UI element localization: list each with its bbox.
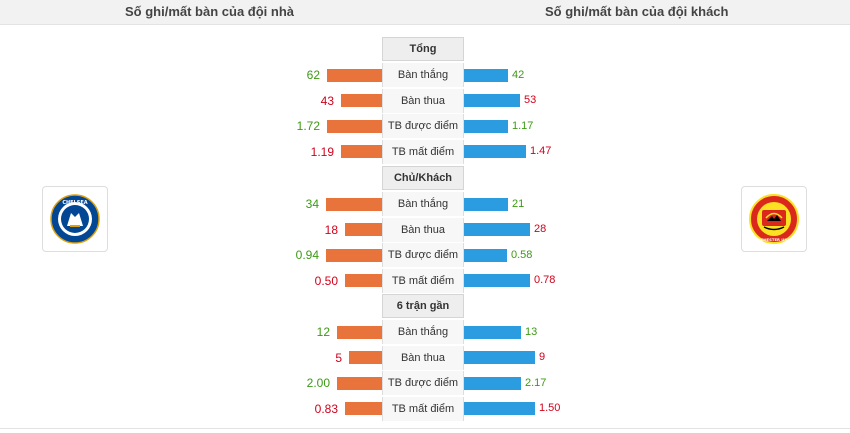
footer-divider xyxy=(0,428,850,429)
home-bar xyxy=(341,145,382,159)
away-bar xyxy=(464,274,530,288)
away-value: 0.58 xyxy=(511,248,533,261)
home-value: 0.50 xyxy=(314,273,338,288)
away-value: 53 xyxy=(524,94,537,107)
stat-label: Bàn thua xyxy=(382,88,464,113)
away-value: 1.50 xyxy=(539,402,561,415)
stat-label: TB mất điểm xyxy=(382,139,464,164)
stat-label: TB mất điểm xyxy=(382,396,464,421)
home-bar xyxy=(327,68,382,82)
away-value: 2.17 xyxy=(525,376,547,389)
home-bar xyxy=(337,376,382,390)
away-value: 1.47 xyxy=(530,145,552,158)
manchester-united-crest-icon: MANCHESTER UNITED xyxy=(749,194,799,244)
home-value: 2.00 xyxy=(306,376,330,391)
away-bar xyxy=(464,119,508,133)
away-value: 28 xyxy=(534,223,547,236)
section-header: Tổng xyxy=(382,37,464,61)
away-bar xyxy=(464,376,521,390)
away-bar xyxy=(464,68,508,82)
home-value: 62 xyxy=(306,68,320,82)
home-value: 0.83 xyxy=(314,401,338,416)
away-team-title: Số ghi/mất bàn của đội khách xyxy=(545,4,729,19)
away-bar xyxy=(464,402,535,416)
away-bar xyxy=(464,197,508,211)
home-value: 1.19 xyxy=(310,144,334,159)
away-value: 21 xyxy=(512,197,525,210)
stat-label: TB mất điểm xyxy=(382,268,464,293)
home-bar xyxy=(345,402,382,416)
home-value: 1.72 xyxy=(296,119,320,134)
home-bar xyxy=(341,94,382,108)
stat-label: TB được điểm xyxy=(382,243,464,268)
stat-label: Bàn thắng xyxy=(382,320,464,344)
home-bar xyxy=(326,248,382,262)
home-team-logo[interactable]: CHELSEA xyxy=(42,186,108,252)
stat-label: TB được điểm xyxy=(382,371,464,396)
away-value: 1.17 xyxy=(512,119,534,132)
home-crest-text: CHELSEA xyxy=(62,200,87,206)
away-bar xyxy=(464,325,521,339)
home-bar xyxy=(337,325,382,339)
home-bar xyxy=(326,197,382,211)
away-team-logo[interactable]: MANCHESTER UNITED xyxy=(741,186,807,252)
away-bar xyxy=(464,351,535,365)
stat-label: Bàn thua xyxy=(382,217,464,242)
away-crest-text: MANCHESTER UNITED xyxy=(751,237,798,242)
home-value: 12 xyxy=(316,325,330,339)
home-value: 43 xyxy=(320,93,334,108)
away-bar xyxy=(464,145,526,159)
away-bar xyxy=(464,223,530,237)
home-value: 18 xyxy=(324,222,338,237)
chelsea-crest-icon: CHELSEA xyxy=(50,194,100,244)
away-bar xyxy=(464,94,520,108)
away-value: 42 xyxy=(512,68,525,81)
away-value: 9 xyxy=(539,351,546,364)
away-value: 0.78 xyxy=(534,274,556,287)
stat-label: Bàn thua xyxy=(382,345,464,370)
home-value: 0.94 xyxy=(295,248,319,263)
away-bar xyxy=(464,248,507,262)
away-value: 13 xyxy=(525,325,538,338)
stat-label: TB được điểm xyxy=(382,114,464,139)
home-bar xyxy=(327,119,382,133)
home-team-title: Số ghi/mất bàn của đội nhà xyxy=(125,4,295,19)
home-bar xyxy=(349,351,382,365)
section-header: 6 trận gần xyxy=(382,294,464,318)
home-bar xyxy=(345,274,382,288)
stat-label: Bàn thắng xyxy=(382,63,464,87)
section-header: Chủ/Khách xyxy=(382,166,464,190)
header-bar: Số ghi/mất bàn của đội nhà Số ghi/mất bà… xyxy=(0,0,850,25)
home-bar xyxy=(345,223,382,237)
home-value: 5 xyxy=(335,350,342,365)
stat-label: Bàn thắng xyxy=(382,192,464,216)
home-value: 34 xyxy=(305,197,319,211)
